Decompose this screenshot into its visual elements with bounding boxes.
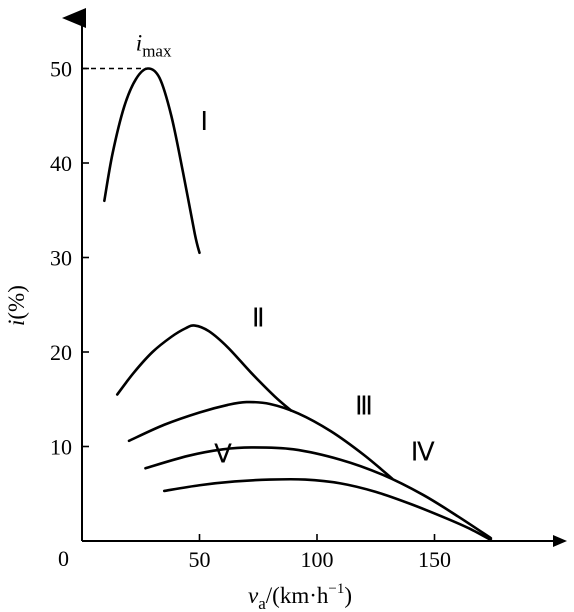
- x-axis-arrowhead: [553, 535, 567, 547]
- imax-var: i: [136, 31, 142, 56]
- x-axis-close: ): [344, 583, 352, 608]
- y-tick-label: 50: [50, 57, 72, 82]
- x-tick-label: 50: [189, 547, 211, 572]
- x-axis-sup: −1: [328, 581, 344, 597]
- gear-4-label: Ⅳ: [411, 438, 435, 467]
- y-axis-unit: (%): [4, 285, 29, 319]
- curve-group: [103, 67, 493, 542]
- label-group: Ⅰ Ⅱ Ⅲ Ⅳ Ⅴ: [200, 107, 434, 469]
- y-tick-label: 10: [50, 435, 72, 460]
- gear-1-curve: [103, 67, 201, 255]
- x-axis-unit: /(km·h: [266, 583, 329, 608]
- x-tick-label: 100: [301, 547, 334, 572]
- origin-label: 0: [58, 546, 69, 571]
- gear-4-curve: [144, 446, 493, 540]
- gear-2-curve: [115, 324, 293, 412]
- gear-2-label: Ⅱ: [252, 303, 265, 332]
- gear-1-label: Ⅰ: [200, 107, 208, 136]
- gear-3-curve: [127, 400, 394, 480]
- x-axis-var: v: [248, 583, 259, 608]
- gear-3-label: Ⅲ: [355, 391, 373, 420]
- y-tick-label: 20: [50, 340, 72, 365]
- x-axis-title: va/(km·h−1): [248, 581, 352, 612]
- x-axis-sub: a: [258, 594, 266, 612]
- y-axis-title: i(%): [4, 285, 29, 326]
- imax-label: imax: [136, 31, 172, 61]
- imax-sub: max: [142, 42, 172, 61]
- x-tick-label: 150: [418, 547, 451, 572]
- tick-group: 50 100 150 10 20 30 40 50: [50, 57, 451, 573]
- y-axis-var: i: [4, 320, 29, 326]
- gear-5-curve: [162, 477, 493, 542]
- y-tick-label: 30: [50, 246, 72, 271]
- y-tick-label: 40: [50, 151, 72, 176]
- gear-5-label: Ⅴ: [214, 440, 232, 469]
